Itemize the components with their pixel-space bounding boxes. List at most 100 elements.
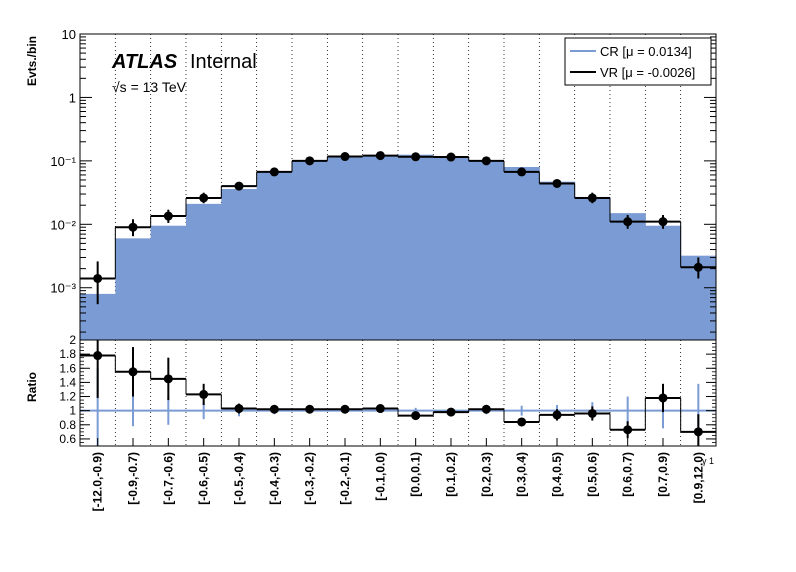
ratio-point (128, 367, 138, 377)
vr-point (517, 167, 527, 177)
vr-point (234, 181, 244, 191)
ratio-point (658, 393, 668, 403)
cr-histogram (80, 154, 717, 340)
vr-point (623, 217, 633, 227)
x-category-label: [-0.3,-0.2) (303, 452, 317, 505)
ratio-point (587, 408, 597, 418)
vr-point (93, 273, 103, 283)
ratio-points (80, 340, 716, 446)
vr-point (481, 156, 491, 166)
vr-point (446, 152, 456, 162)
cr-bar (645, 225, 682, 340)
ratio-y-tick-label: 2 (69, 333, 76, 347)
x-axis-title: γ 1 (702, 456, 714, 466)
cr-bar (504, 167, 540, 340)
legend-box (564, 37, 712, 86)
cr-bar (398, 154, 434, 340)
main-y-tick-label: 10⁻³ (50, 281, 76, 296)
ratio-point (93, 351, 103, 361)
x-category-label: [-0.6,-0.5) (197, 452, 211, 505)
ratio-point (305, 404, 315, 414)
x-category-label: [-0.5,-0.4) (232, 452, 246, 505)
status-label: Internal (190, 51, 257, 73)
ratio-y-axis-label: Ratio (25, 372, 39, 402)
ratio-point (163, 374, 173, 384)
legend-cr-label: CR [μ = 0.0134] (600, 44, 692, 59)
ratio-point (375, 404, 385, 414)
x-category-label: [-0.7,-0.6) (161, 452, 175, 505)
ratio-point (552, 410, 562, 420)
ratio-y-axis: 0.60.811.21.41.61.82 (59, 333, 716, 447)
cr-bar (539, 181, 576, 340)
ratio-panel: 0.60.811.21.41.61.82 Ratio [-12.0,-0.9)[… (25, 333, 717, 511)
ratio-grid (114, 340, 682, 446)
x-axis-labels: [-12.0,-0.9) [-0.9,-0.7) [-0.7,-0.6) [-0.6,… (91, 438, 705, 511)
x-category-label: [-0.2,-0.1) (338, 452, 352, 505)
vr-point (340, 152, 350, 162)
cr-bar (327, 157, 364, 340)
atlas-label: ATLAS (111, 51, 178, 73)
main-y-tick-label: 1 (69, 90, 76, 105)
vr-point (375, 151, 385, 161)
main-panel: 10⁻³ 10⁻² 10⁻¹ 1 10 Evts./bin ATLAS Internal… (25, 27, 717, 341)
cr-bar (221, 189, 258, 340)
vr-point (658, 217, 668, 227)
ratio-y-tick-label: 1 (69, 404, 76, 418)
ratio-cr-errors (96, 368, 700, 446)
ratio-y-tick-label: 1.6 (59, 361, 76, 375)
ratio-y-tick-label: 0.8 (59, 418, 76, 432)
x-category-label: [0.0,0.1) (409, 452, 423, 497)
ratio-point (269, 404, 279, 414)
x-category-label: [-12.0,-0.9) (91, 452, 105, 511)
cr-bar (468, 161, 505, 340)
x-category-label: [0.5,0.6) (585, 452, 599, 497)
cr-bar (292, 161, 328, 340)
cr-bar (574, 196, 611, 340)
cr-bar (115, 238, 152, 340)
vr-point (693, 262, 703, 272)
vr-point (199, 193, 209, 203)
main-y-tick-label: 10⁻¹ (50, 154, 76, 169)
ratio-point (340, 404, 350, 414)
x-category-label: [0.1,0.2) (444, 452, 458, 497)
cr-bar (150, 225, 187, 340)
vr-point (163, 211, 173, 221)
ratio-y-tick-label: 0.6 (59, 432, 76, 446)
vr-point (552, 178, 562, 188)
ratio-y-tick-label: 1.8 (59, 347, 76, 361)
ratio-point (199, 389, 209, 399)
legend-vr-label: VR [μ = -0.0026] (600, 65, 695, 80)
main-y-tick-label: 10⁻² (50, 217, 76, 232)
ratio-point (481, 404, 491, 414)
x-category-label: [0.6,0.7) (621, 452, 635, 497)
ratio-point (693, 427, 703, 437)
x-category-label: [0.3,0.4) (515, 452, 529, 497)
ratio-point (623, 425, 633, 435)
cr-bar (186, 203, 222, 340)
x-category-label: [0.7,0.9) (656, 452, 670, 497)
vr-point (269, 167, 279, 177)
x-category-label: [-0.4,-0.3) (267, 452, 281, 505)
cr-bar (256, 172, 293, 340)
vr-point (587, 193, 597, 203)
ratio-y-tick-label: 1.2 (59, 390, 76, 404)
x-category-label: [0.4,0.5) (550, 452, 564, 497)
vr-point (305, 156, 315, 166)
ratio-point (234, 404, 244, 414)
cr-bar (610, 213, 646, 340)
x-category-label: [-0.1,0.0) (373, 452, 387, 501)
legend: CR [μ = 0.0134] VR [μ = -0.0026] (564, 37, 712, 86)
vr-histogram (80, 151, 716, 305)
ratio-point (517, 417, 527, 427)
main-y-axis-label: Evts./bin (25, 36, 39, 86)
vr-point (411, 152, 421, 162)
ratio-point (411, 411, 421, 421)
ratio-point (446, 407, 456, 417)
x-category-label: [0.2,0.3) (479, 452, 493, 497)
cr-bar (362, 155, 399, 340)
ratio-y-tick-label: 1.4 (59, 375, 76, 389)
x-category-label: [-0.9,-0.7) (126, 452, 140, 505)
main-y-tick-label: 10 (62, 27, 76, 42)
